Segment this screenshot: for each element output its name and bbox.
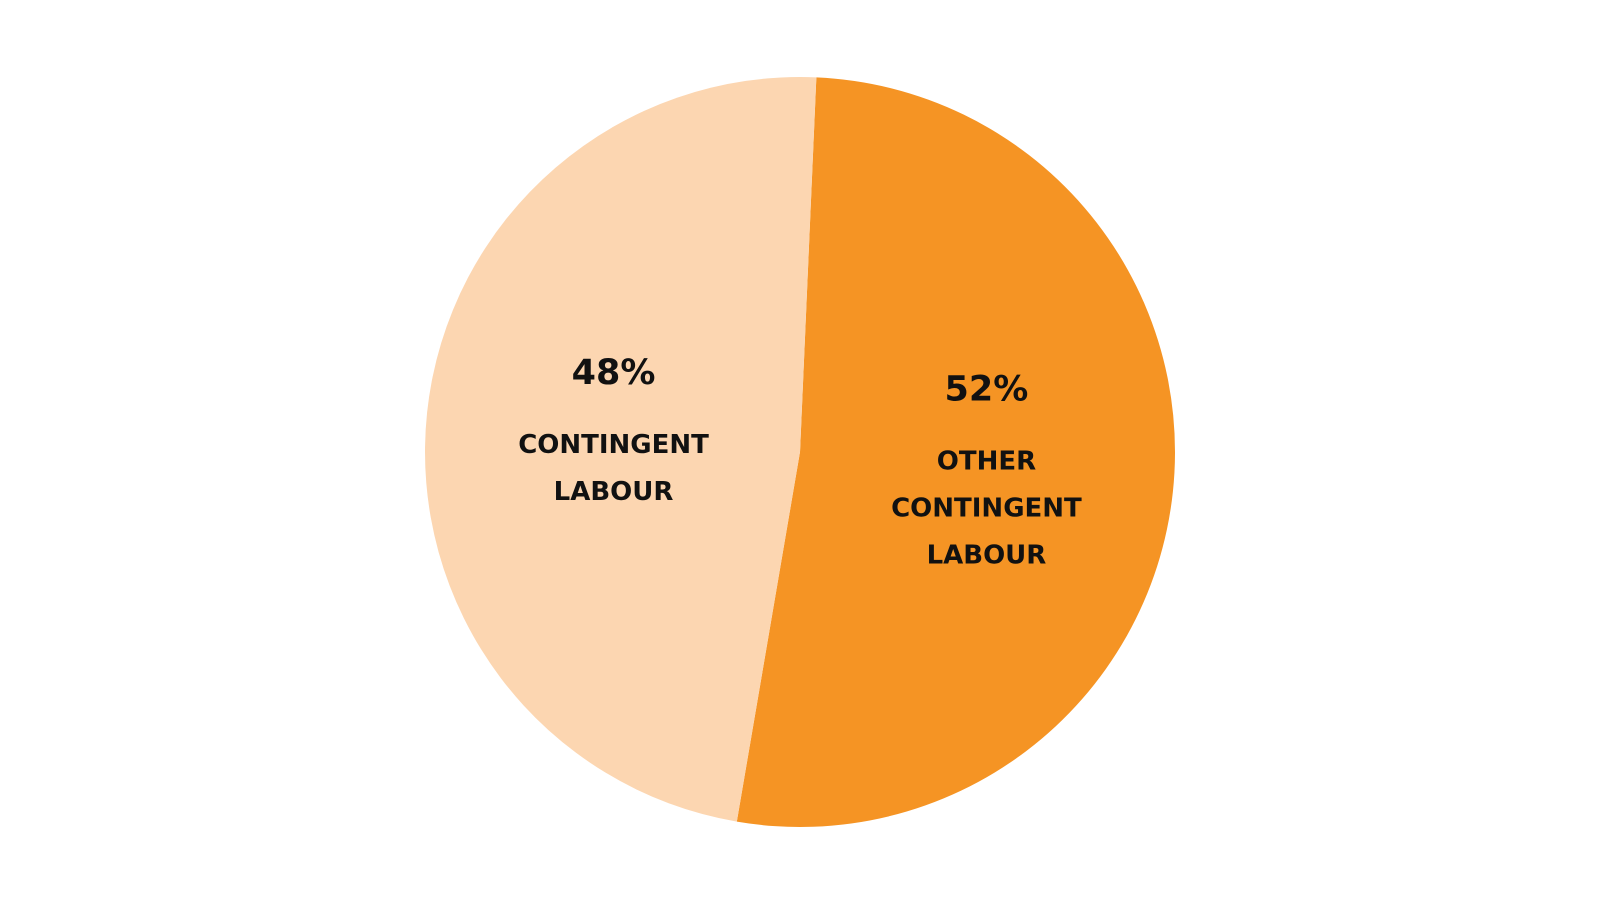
slice-category-label: CONTINGENT [518,430,709,460]
slice-category-label: OTHER [937,446,1036,476]
slice-category-label: LABOUR [554,477,674,507]
pie-slice-1 [736,77,1176,828]
slice-category-label: LABOUR [927,540,1047,570]
slice-value-label: 48% [572,353,656,393]
slice-value-label: 52% [945,369,1029,409]
slice-label-group-2: 48% CONTINGENT LABOUR [518,353,709,507]
pie-slice-2 [425,76,817,822]
slice-label-group-1: 52% OTHER CONTINGENT LABOUR [891,369,1082,570]
slice-category-label: CONTINGENT [891,493,1082,523]
